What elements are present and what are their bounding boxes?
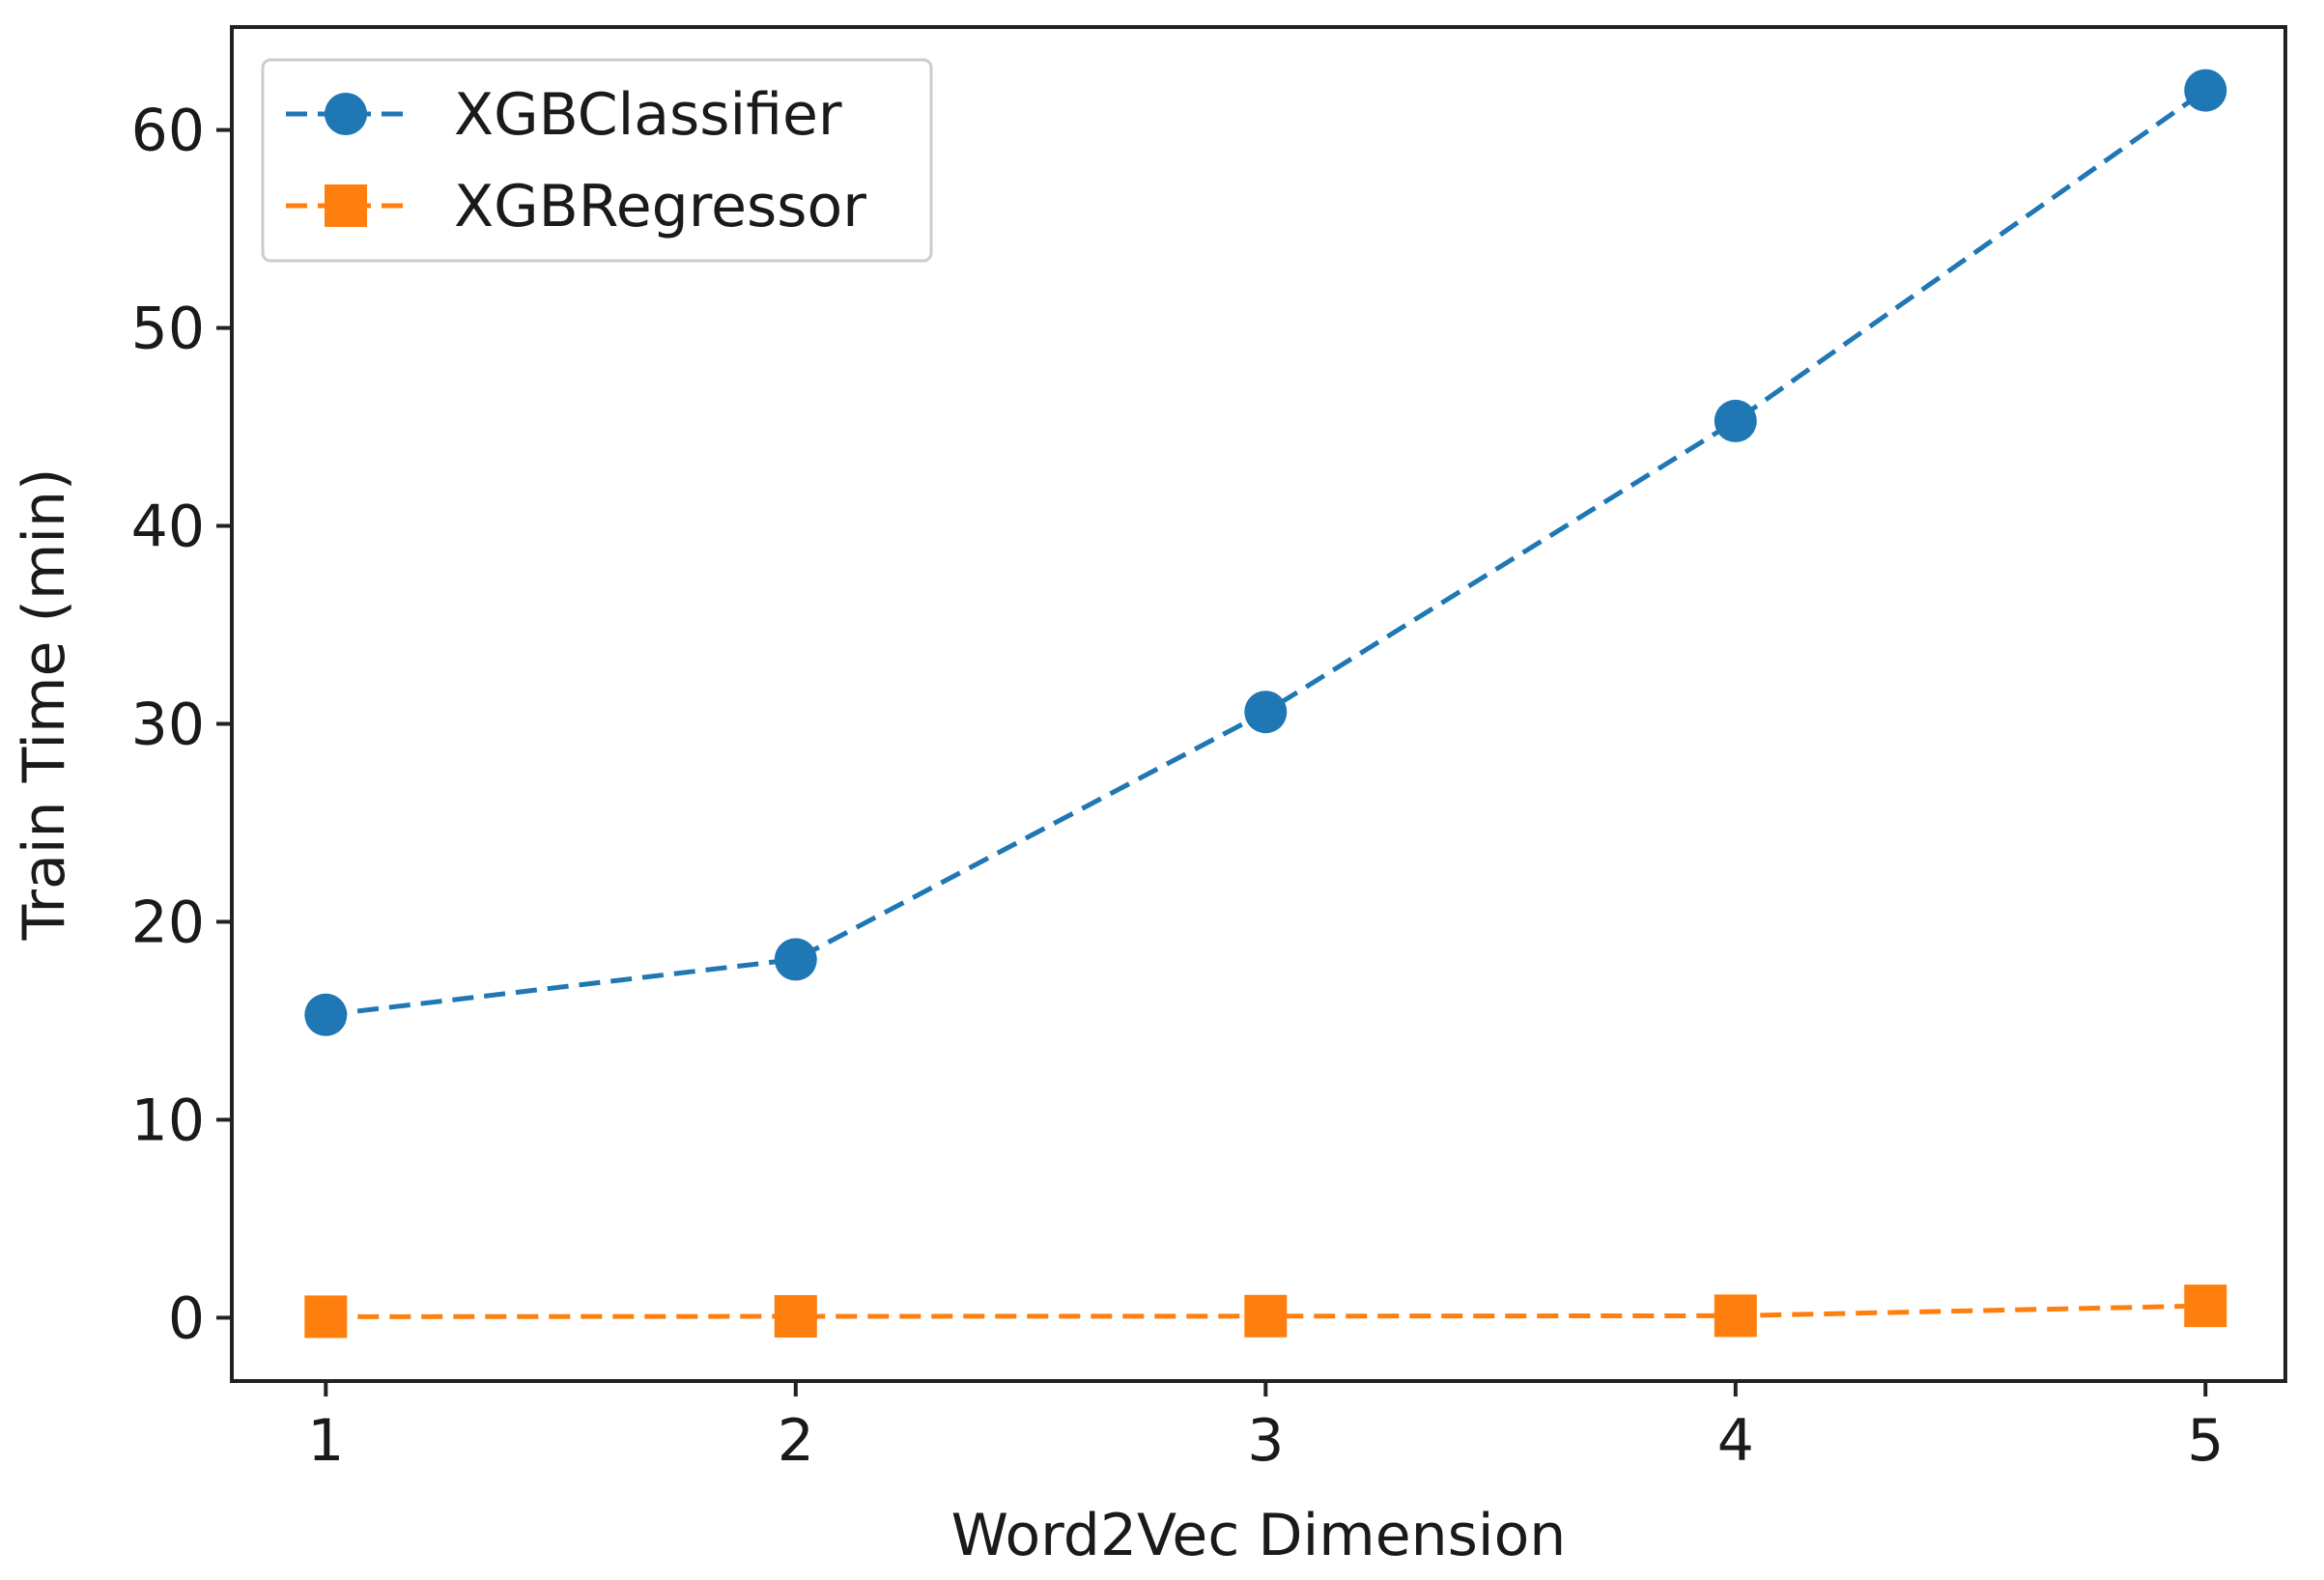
y-tick-label: 60 (131, 98, 205, 165)
series-layer (304, 69, 2227, 1339)
legend-xgbregressor-point (325, 184, 367, 227)
xgbclassifier-point (2184, 69, 2227, 112)
xgbregressor-series (304, 1284, 2227, 1339)
xgbclassifier-point (1714, 399, 1757, 442)
xgbregressor-point (2184, 1284, 2227, 1328)
x-tick-label: 4 (1717, 1407, 1754, 1475)
legend-label-xgbregressor: XGBRegressor (454, 173, 866, 240)
xgbregressor-point (1714, 1294, 1757, 1338)
legend-xgbclassifier-point (325, 93, 367, 135)
y-tick-label: 10 (131, 1086, 205, 1154)
x-tick-label: 3 (1247, 1407, 1284, 1475)
xgbregressor-point (304, 1295, 348, 1339)
xgbclassifier-point (304, 993, 348, 1036)
y-axis-title: Train Time (min) (11, 468, 78, 942)
xgbclassifier-point (774, 938, 817, 981)
legend-item-xgbregressor: XGBRegressor (286, 173, 866, 240)
x-axis-title: Word2Vec Dimension (951, 1502, 1567, 1569)
xgbregressor-point (1244, 1294, 1288, 1338)
y-tick-label: 40 (131, 494, 205, 561)
xgbclassifier-point (1244, 691, 1288, 734)
legend-item-xgbclassifier: XGBClassifier (286, 81, 842, 149)
legend-box (261, 58, 933, 263)
legend: XGBClassifier XGBRegressor (261, 58, 933, 263)
xgbregressor-point (774, 1294, 817, 1338)
y-tick-label: 30 (131, 691, 205, 758)
x-tick-label: 5 (2187, 1407, 2224, 1475)
xgbclassifier-series (304, 69, 2227, 1036)
legend-label-xgbclassifier: XGBClassifier (454, 81, 842, 149)
plot-frame (230, 25, 2287, 1383)
x-tick-label: 1 (307, 1407, 344, 1475)
y-tick-label: 0 (168, 1284, 205, 1352)
y-tick-label: 20 (131, 889, 205, 956)
x-tick-label: 2 (778, 1407, 814, 1475)
y-tick-label: 50 (131, 296, 205, 363)
